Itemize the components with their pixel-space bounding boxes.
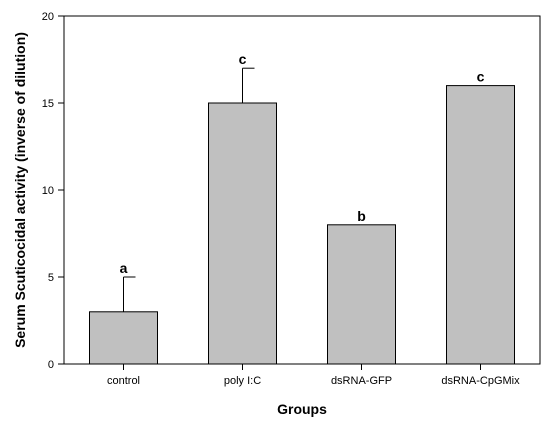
y-tick-label: 10 bbox=[42, 185, 54, 197]
bars-layer bbox=[89, 85, 515, 365]
y-axis-ticks: 0 5 10 15 20 bbox=[42, 11, 64, 371]
bar-dsrna-cpgmix bbox=[446, 85, 515, 365]
y-tick-label: 5 bbox=[48, 272, 54, 284]
bar-control bbox=[89, 311, 158, 365]
x-axis-title: Groups bbox=[277, 401, 327, 417]
bar-poly-i-c bbox=[208, 102, 277, 365]
y-tick-label: 20 bbox=[42, 11, 54, 23]
significance-labels-layer: a c b c bbox=[120, 51, 485, 276]
x-tick-label: poly I:C bbox=[224, 375, 261, 387]
x-tick-label: dsRNA-GFP bbox=[331, 375, 392, 387]
significance-label: b bbox=[357, 208, 366, 224]
significance-label: c bbox=[239, 51, 247, 67]
x-tick-label: control bbox=[107, 375, 140, 387]
y-axis-title: Serum Scuticocidal activity (inverse of … bbox=[12, 32, 28, 348]
significance-label: a bbox=[120, 260, 128, 276]
y-tick-label: 0 bbox=[48, 359, 54, 371]
x-axis-ticks: control poly I:C dsRNA-GFP dsRNA-CpGMix bbox=[107, 364, 520, 387]
y-tick-label: 15 bbox=[42, 98, 54, 110]
error-bars-layer bbox=[123, 67, 255, 312]
x-tick-label: dsRNA-CpGMix bbox=[441, 375, 520, 387]
bar-dsrna-gfp bbox=[327, 224, 396, 365]
significance-label: c bbox=[477, 69, 485, 85]
